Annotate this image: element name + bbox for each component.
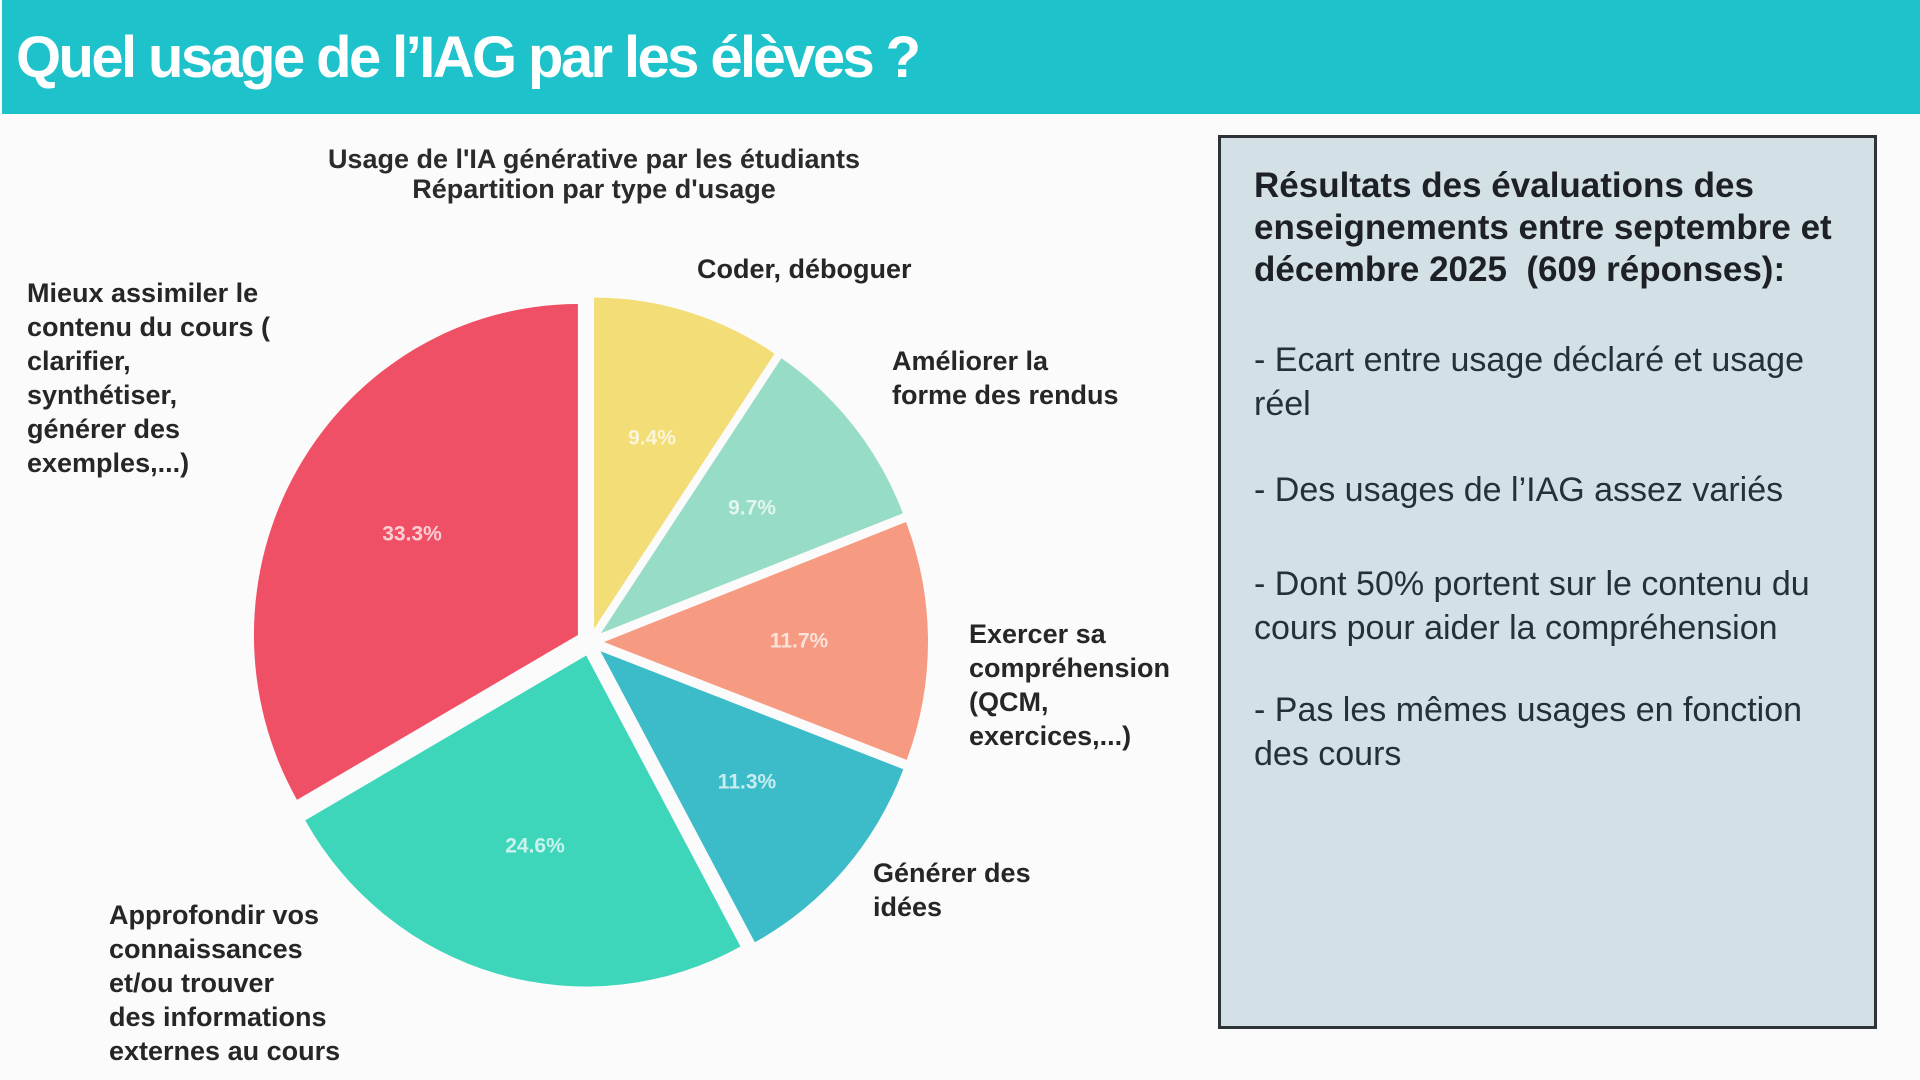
svg-text:11.3%: 11.3%: [718, 771, 777, 794]
svg-text:11.7%: 11.7%: [770, 630, 829, 653]
svg-text:9.7%: 9.7%: [728, 497, 776, 520]
svg-text:33.3%: 33.3%: [382, 523, 442, 546]
svg-text:9.4%: 9.4%: [628, 427, 676, 450]
svg-text:24.6%: 24.6%: [505, 835, 565, 858]
